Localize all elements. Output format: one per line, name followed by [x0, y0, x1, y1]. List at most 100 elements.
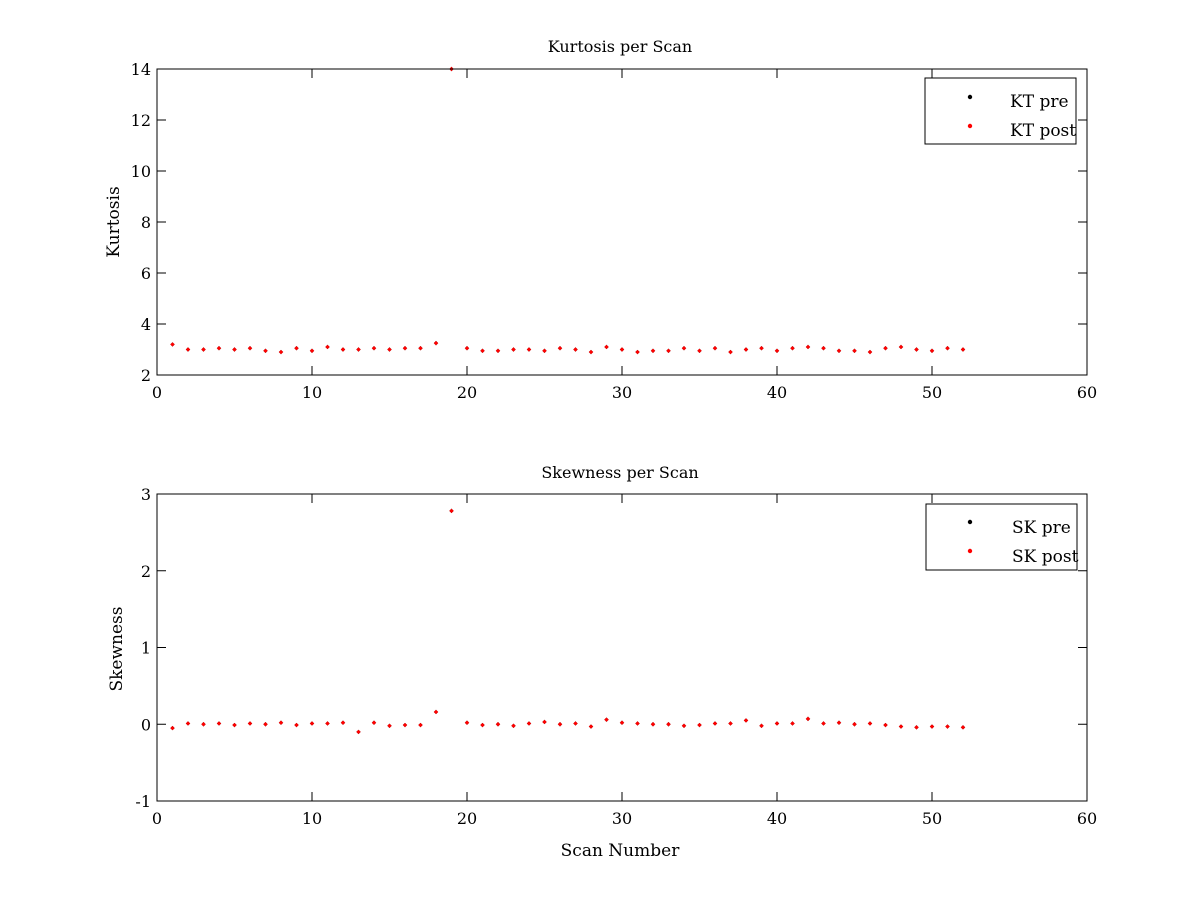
skewness-point-post — [356, 729, 361, 735]
skewness-y-tick-label: 2 — [141, 562, 151, 581]
skewness-point-post — [433, 709, 439, 715]
kurtosis-point-post — [356, 347, 361, 352]
skewness-y-axis-label: Skewness — [107, 606, 127, 691]
skewness-point-post — [728, 721, 733, 726]
kurtosis-point-post — [387, 347, 392, 352]
kurtosis-point-post — [573, 347, 578, 352]
kurtosis-point-post — [433, 340, 439, 346]
skewness-point-post — [743, 718, 749, 723]
skewness-point-post — [340, 720, 346, 725]
kurtosis-x-tick-label: 20 — [457, 383, 477, 402]
kurtosis-x-tick-label: 50 — [922, 383, 942, 402]
skewness-legend: SK pre SK post — [925, 503, 1079, 571]
kurtosis-point-post — [867, 349, 873, 355]
kurtosis-point-post — [883, 346, 888, 351]
skewness-point-post — [278, 720, 284, 725]
skewness-point-post — [464, 720, 470, 725]
kurtosis-point-post — [526, 347, 532, 352]
kurtosis-point-post — [542, 348, 547, 353]
kurtosis-point-post — [495, 348, 501, 353]
kurtosis-point-post — [929, 348, 935, 353]
kurtosis-point-post — [588, 349, 594, 355]
skewness-point-post — [216, 721, 222, 726]
skewness-point-post — [387, 723, 392, 728]
skewness-point-post — [914, 725, 919, 730]
kurtosis-x-tick-label: 0 — [152, 383, 162, 402]
kurtosis-point-post — [898, 344, 904, 350]
skewness-plot-frame — [156, 493, 1088, 802]
skewness-point-post — [480, 722, 485, 728]
kurtosis-plot-frame — [156, 68, 1088, 376]
skewness-point-post — [232, 722, 237, 728]
kurtosis-point-post — [325, 344, 330, 350]
skewness-point-post — [309, 721, 315, 726]
skewness-point-post — [790, 721, 795, 726]
kurtosis-point-post — [805, 344, 811, 350]
kt-pre-legend-label: KT pre — [1010, 92, 1069, 112]
kurtosis-y-ticks: 2 4 6 8 10 12 14 — [131, 60, 1087, 385]
kurtosis-point-post — [371, 346, 377, 351]
kurtosis-point-post — [774, 348, 780, 353]
kurtosis-point-post — [604, 344, 609, 350]
skewness-point-post — [449, 508, 454, 514]
kurtosis-point-post — [340, 347, 346, 352]
kurtosis-point-post — [666, 348, 671, 353]
kurtosis-point-post — [743, 347, 749, 352]
kurtosis-x-tick-label: 10 — [302, 383, 322, 402]
skewness-y-tick-label: 1 — [141, 639, 151, 658]
kurtosis-point-post — [821, 346, 826, 351]
kurtosis-point-post — [263, 348, 268, 353]
kurtosis-y-tick-label: 6 — [141, 264, 151, 283]
kurtosis-point-post — [201, 347, 206, 352]
kurtosis-point-post — [511, 347, 516, 352]
skewness-point-post — [619, 720, 625, 725]
kurtosis-legend: KT pre KT post — [924, 77, 1077, 145]
kurtosis-point-post — [247, 346, 253, 351]
skewness-point-post — [511, 723, 516, 728]
skewness-point-post — [573, 721, 578, 726]
kurtosis-x-tick-label: 40 — [767, 383, 787, 402]
kurtosis-y-axis-label: Kurtosis — [104, 186, 124, 257]
skewness-point-post — [247, 721, 253, 726]
kurtosis-point-post — [185, 347, 191, 352]
kurtosis-point-post — [309, 348, 315, 353]
skewness-x-tick-label: 20 — [457, 809, 477, 828]
kurtosis-point-post — [278, 349, 284, 355]
kurtosis-point-post — [914, 347, 919, 352]
skewness-point-post — [852, 722, 857, 727]
kurtosis-y-tick-label: 10 — [131, 162, 151, 181]
kurtosis-legend-box — [924, 77, 1077, 145]
skewness-point-post — [666, 722, 671, 727]
skewness-x-tick-label: 40 — [767, 809, 787, 828]
kurtosis-y-tick-label: 14 — [131, 60, 151, 79]
skewness-x-tick-label: 50 — [922, 809, 942, 828]
kurtosis-point-post — [619, 347, 625, 352]
skewness-chart: Skewness per Scan Skewness Scan Number 0… — [107, 463, 1097, 861]
skewness-point-post — [805, 716, 811, 722]
kurtosis-point-post — [294, 346, 299, 351]
skewness-point-post — [542, 719, 547, 725]
kurtosis-chart: Kurtosis per Scan Kurtosis 0 10 20 30 40 50 60… — [104, 37, 1097, 402]
sk-post-legend-label: SK post — [1012, 547, 1079, 567]
sk-pre-legend-label: SK pre — [1012, 518, 1071, 538]
kurtosis-x-tick-label: 30 — [612, 383, 632, 402]
kurtosis-point-post — [232, 347, 237, 352]
skewness-point-post — [588, 724, 594, 729]
sk-pre-legend-marker — [967, 519, 973, 525]
kurtosis-data-points — [170, 66, 966, 355]
skewness-x-tick-label: 0 — [152, 809, 162, 828]
skewness-x-tick-label: 30 — [612, 809, 632, 828]
kurtosis-y-tick-label: 12 — [131, 111, 151, 130]
skewness-point-post — [867, 721, 873, 726]
skewness-point-post — [635, 721, 640, 726]
kurtosis-point-post — [170, 342, 175, 347]
skewness-point-post — [898, 724, 904, 729]
kurtosis-y-tick-label: 4 — [141, 315, 151, 334]
skewness-point-post — [929, 724, 935, 729]
skewness-point-post — [836, 720, 842, 725]
kurtosis-point-post — [836, 348, 842, 353]
skewness-point-post — [526, 721, 532, 726]
skewness-y-tick-label: -1 — [135, 792, 151, 811]
skewness-point-post — [371, 720, 377, 725]
